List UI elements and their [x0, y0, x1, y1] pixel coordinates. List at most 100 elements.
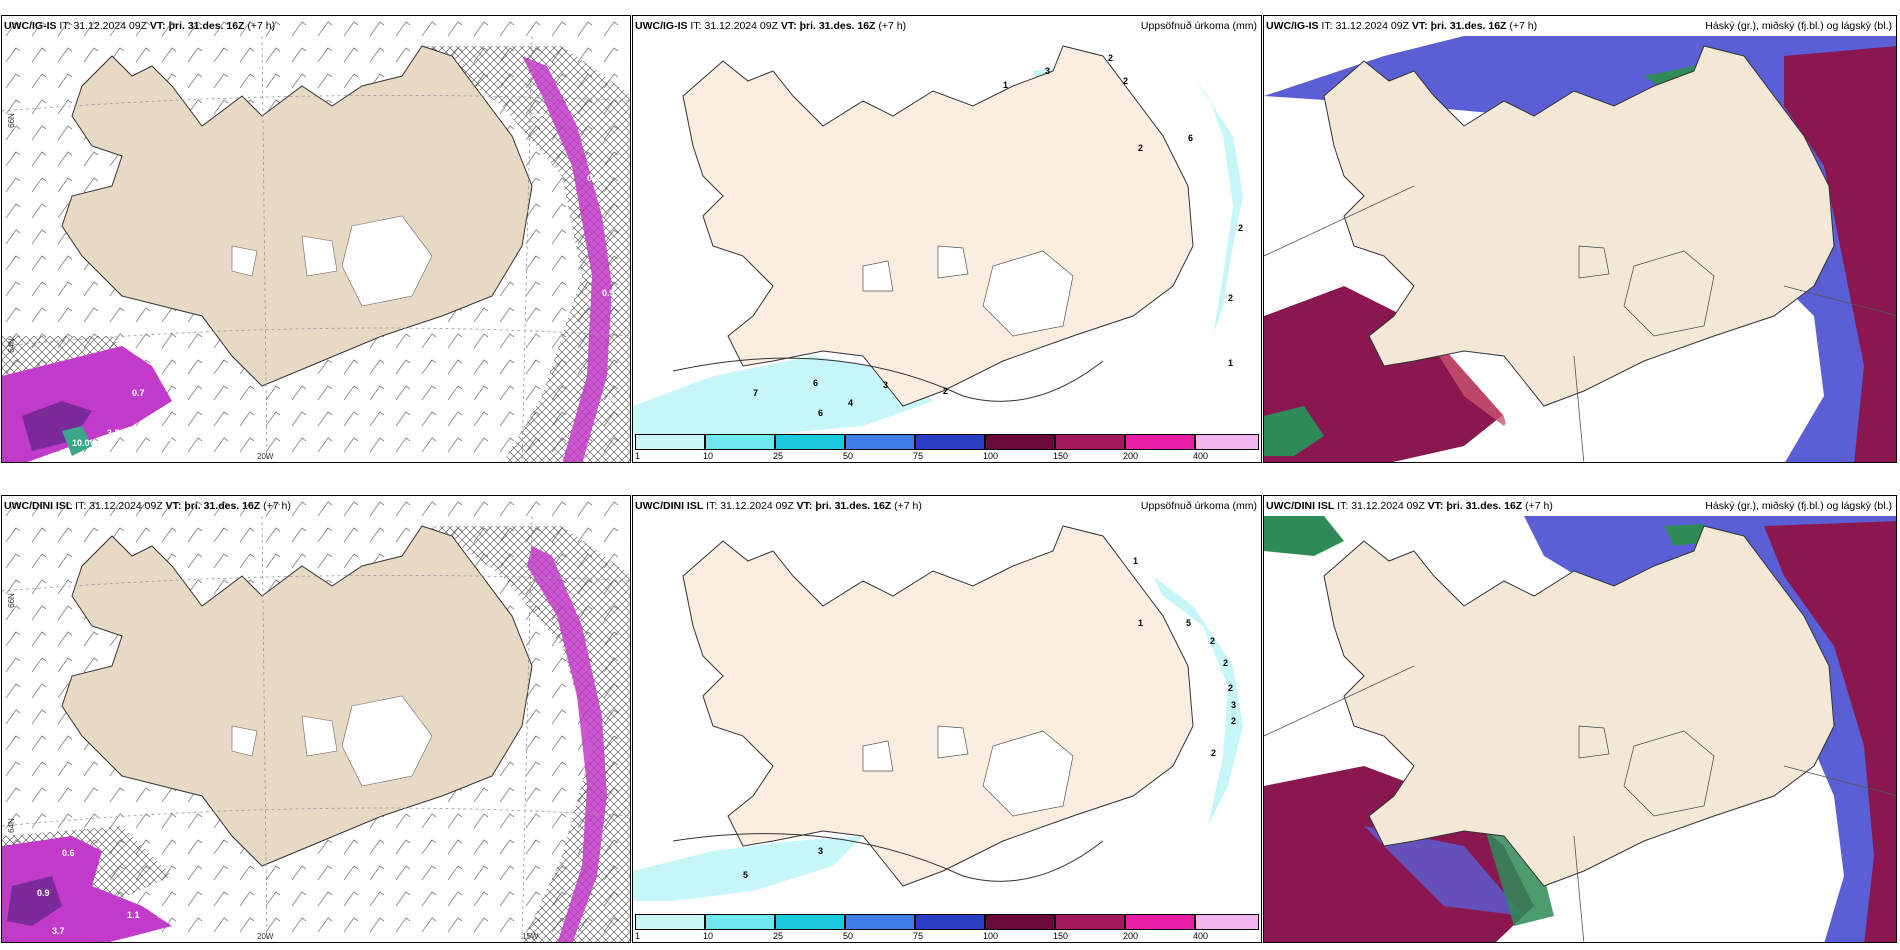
glacier: [231, 725, 258, 757]
lat-label-64: 64N: [6, 818, 16, 833]
it-value: 31.12.2024 09Z: [1351, 500, 1425, 512]
wind-panel-row1: UWC/IG-IS IT: 31.12.2024 09Z VT: þri. 31…: [1, 15, 631, 463]
iceland-land: [1323, 525, 1835, 887]
low-cloud-area-sw: [1264, 286, 1514, 462]
precip-label: 2: [1231, 716, 1236, 726]
colorbar-tick: 200: [1123, 931, 1139, 941]
colorbar-box: [915, 914, 985, 930]
precip-label: 2: [1123, 76, 1128, 86]
panel-header: UWC/IG-IS IT: 31.12.2024 09Z VT: þri. 31…: [1266, 20, 1537, 32]
glacier: [231, 245, 258, 277]
colorbar-tick: 25: [773, 451, 784, 461]
colorbar-box: [845, 914, 915, 930]
wind-label: 0.9: [157, 910, 170, 920]
colorbar-tick: 50: [843, 451, 854, 461]
model-name: UWC/IG-IS: [635, 20, 688, 32]
iceland-land: [61, 525, 533, 867]
colorbar-box: [635, 914, 705, 930]
precip-map: 1 1 5 2 2 2 3 2 2 5 3: [633, 525, 1243, 901]
colorbar-box: [1125, 434, 1195, 450]
wind-label: 0.9: [587, 173, 600, 183]
colorbar-box: [775, 434, 845, 450]
precip-label: 2: [1108, 53, 1113, 63]
wind-label: 0.3: [532, 108, 545, 118]
glacier: [1578, 725, 1610, 759]
low-cloud-area-east: [1784, 46, 1896, 462]
glacier: [1623, 730, 1715, 817]
vt-label: VT:: [796, 500, 813, 512]
glacier: [341, 695, 433, 787]
colorbar-box: [705, 914, 775, 930]
colorbar-box: [985, 434, 1055, 450]
colorbar-tick: 1: [635, 451, 641, 461]
wind-label: 0.7: [167, 433, 180, 443]
precip-label: 3: [818, 846, 823, 856]
precip-label: 2: [1211, 748, 1216, 758]
it-value: 31.12.2024 09Z: [720, 500, 794, 512]
high-cloud-area-sw: [1264, 406, 1324, 456]
colorbar-tick: 100: [983, 451, 999, 461]
cloud-panel-row1: UWC/IG-IS IT: 31.12.2024 09Z VT: þri. 31…: [1263, 15, 1897, 463]
precip-label: 3: [1231, 700, 1236, 710]
precip-label: 3: [1045, 66, 1050, 76]
contour-line: [672, 357, 1104, 402]
precip-label: 2: [1138, 143, 1143, 153]
wind-value-labels: 0.7 3.5 10.0 0.7 0.3 0.9 0.9 0: [72, 108, 615, 448]
wind-label: 0: [607, 393, 612, 403]
lead-time: (+7 h): [894, 500, 922, 512]
colorbar-tick: 10: [703, 931, 714, 941]
vt-value: þri. 31.des. 16Z: [1446, 500, 1523, 512]
colorbar-box: [1055, 914, 1125, 930]
lat-label-66: 66N: [6, 593, 16, 608]
precip-label: 7: [753, 388, 758, 398]
precip-band-east: [527, 546, 607, 942]
wind-map: 0.7 3.5 10.0 0.7 0.3 0.9 0.9 0: [2, 16, 630, 462]
vt-value: þri. 31.des. 16Z: [815, 500, 892, 512]
precip-area-sw: [633, 356, 933, 436]
wind-map: 0.6 0.9 3.7 1.1 0.9: [2, 496, 630, 942]
it-value: 31.12.2024 09Z: [704, 20, 778, 32]
precip-label: 6: [813, 378, 818, 388]
precip-label: 2: [943, 386, 948, 396]
model-name: UWC/DINI ISL: [1266, 500, 1335, 512]
colorbar-tick: 75: [913, 451, 924, 461]
precip-green-sw: [62, 426, 92, 456]
lead-time: (+7 h): [878, 20, 907, 32]
boundary-lines: [1264, 185, 1896, 462]
precip-label: 2: [1238, 223, 1243, 233]
colorbar-tick: 200: [1123, 451, 1139, 461]
mid-cloud-area-sw: [1364, 826, 1524, 916]
cloud-panel-row2: UWC/DINI ISL IT: 31.12.2024 09Z VT: þri.…: [1263, 495, 1897, 943]
precip-label: 2: [1228, 683, 1233, 693]
precip-title: Uppsöfnuð úrkoma (mm): [1140, 500, 1257, 512]
vt-label: VT:: [1411, 20, 1428, 32]
wind-label: 0.6: [62, 848, 75, 858]
wind-label: 0.9: [37, 888, 50, 898]
glacier: [862, 260, 894, 292]
glacier: [1578, 245, 1610, 279]
precip-label: 6: [1188, 133, 1193, 143]
lon-label-20w: 20W: [257, 932, 274, 941]
it-label: IT:: [690, 20, 702, 32]
precip-label: 6: [818, 408, 823, 418]
colorbar-tick: 100: [983, 931, 999, 941]
colorbar-tick: 25: [773, 931, 784, 941]
precip-value-labels: 1 1 5 2 2 2 3 2 2 5 3: [743, 556, 1236, 880]
precip-label: 1: [1138, 618, 1143, 628]
precip-core-sw: [22, 401, 92, 451]
colorbar-box: [635, 434, 705, 450]
wind-label: 1.1: [127, 910, 140, 920]
cloud-title: Háský (gr.), miðský (fj.bl.) og lágský (…: [1705, 20, 1892, 32]
colorbar-box: [1195, 914, 1259, 930]
precip-colorbar: 1 10 25 50 75 100 150 200 400: [635, 434, 1259, 461]
precip-band-east: [522, 56, 612, 462]
boundary-lines: [1264, 665, 1896, 942]
glacier: [937, 725, 969, 759]
lat-label-64: 64N: [6, 338, 16, 353]
low-cloud-area-east: [1764, 521, 1896, 942]
colorbar-box: [1055, 434, 1125, 450]
colorbar-tick: 50: [843, 931, 854, 941]
colorbar-box: [705, 434, 775, 450]
colorbar-box: [845, 434, 915, 450]
contour-line: [672, 833, 1104, 882]
